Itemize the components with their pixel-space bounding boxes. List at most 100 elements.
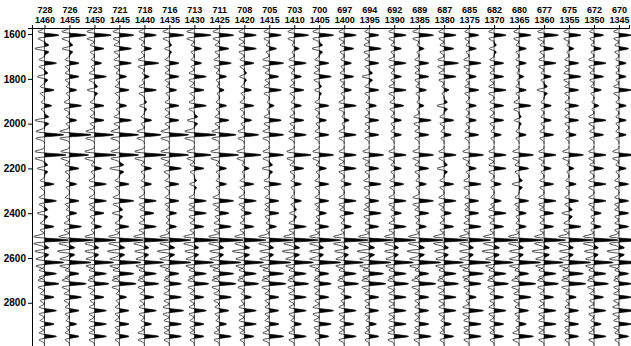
- wiggle-fill: [244, 254, 263, 272]
- wiggle-line: [567, 159, 574, 177]
- wiggle-line: [391, 40, 401, 58]
- wiggle-line: [589, 302, 606, 320]
- wiggle-fill: [269, 315, 279, 333]
- wiggle-line: [310, 231, 341, 249]
- wiggle-fill: [294, 265, 306, 283]
- wiggle-line: [66, 111, 76, 129]
- wiggle-fill: [594, 146, 606, 164]
- wiggle-fill: [169, 254, 191, 272]
- wiggle-line: [315, 288, 329, 306]
- wiggle-fill: [544, 275, 558, 293]
- wiggle-fill: [244, 54, 254, 72]
- wiggle-line: [415, 68, 429, 86]
- wiggle-line: [113, 28, 134, 44]
- tick-mark: [94, 25, 95, 28]
- x-tick: 1345: [609, 15, 629, 28]
- wiggle-fill: [269, 97, 274, 115]
- wiggle-fill: [144, 68, 149, 86]
- wiggle-fill: [344, 192, 356, 210]
- wiggle-fill: [94, 327, 106, 345]
- wiggle-fill: [119, 288, 126, 306]
- wiggle-line: [439, 302, 456, 320]
- wiggle-line: [615, 40, 629, 58]
- y-tick: 2200: [4, 163, 32, 174]
- wiggle-fill: [219, 275, 236, 293]
- cdp-label: 697: [337, 5, 352, 15]
- wiggle-line: [615, 192, 629, 210]
- wiggle-line: [439, 265, 456, 283]
- tick-mark: [28, 79, 32, 80]
- wiggle-fill: [94, 315, 106, 333]
- wiggle-fill: [144, 231, 168, 249]
- wiggle-fill: [469, 275, 481, 293]
- wiggle-line: [616, 97, 626, 115]
- wiggle-line: [466, 40, 476, 58]
- wiggle-line: [241, 204, 251, 222]
- wiggle-line: [190, 159, 204, 177]
- wiggle-line: [263, 327, 284, 345]
- wiggle-fill: [344, 40, 354, 58]
- wiggle-fill: [594, 315, 601, 333]
- wiggle-fill: [119, 97, 126, 115]
- wiggle-line: [66, 204, 76, 222]
- wiggle-line: [89, 315, 106, 333]
- wiggle-line: [540, 288, 554, 306]
- wiggle-fill: [544, 97, 551, 115]
- wiggle-line: [213, 192, 234, 210]
- wiggle-line: [40, 175, 54, 193]
- wiggle-fill: [494, 204, 506, 222]
- wiggle-fill: [444, 302, 456, 320]
- wiggle-fill: [569, 40, 574, 58]
- wiggle-fill: [569, 54, 579, 72]
- wiggle-line: [314, 81, 321, 99]
- wiggle-fill: [319, 159, 326, 177]
- wiggle-line: [513, 327, 534, 345]
- wiggle-line: [466, 159, 476, 177]
- wiggle-fill: [219, 68, 226, 86]
- wiggle-line: [313, 302, 334, 320]
- wiggle-line: [366, 97, 376, 115]
- wiggle-fill: [369, 275, 386, 293]
- wiggle-fill: [419, 146, 433, 164]
- wiggle-fill: [619, 265, 629, 283]
- wiggle-fill: [519, 159, 529, 177]
- wiggle-fill: [94, 175, 106, 193]
- wiggle-fill: [344, 111, 349, 129]
- tick-label: 1390: [385, 15, 405, 25]
- cdp-label: 689: [412, 5, 427, 15]
- wiggle-line: [464, 327, 481, 345]
- wiggle-fill: [394, 81, 406, 99]
- wiggle-line: [215, 302, 229, 320]
- wiggle-fill: [219, 288, 231, 306]
- wiggle-line: [291, 192, 301, 210]
- wiggle-line: [266, 218, 276, 236]
- wiggle-line: [339, 302, 356, 320]
- wiggle-line: [238, 126, 259, 144]
- wiggle-line: [514, 288, 531, 306]
- wiggle-line: [37, 204, 47, 222]
- cdp-label: 694: [362, 5, 377, 15]
- wiggle-fill: [244, 218, 254, 236]
- wiggle-line: [614, 28, 631, 44]
- wiggle-line: [240, 327, 254, 345]
- wiggle-fill: [394, 231, 416, 249]
- x-tick: 1455: [60, 15, 80, 28]
- wiggle-fill: [419, 315, 429, 333]
- cdp-tick: 703: [287, 5, 302, 15]
- cdp-label: 728: [37, 5, 52, 15]
- wiggle-line: [365, 54, 379, 72]
- wiggle-fill: [469, 175, 481, 193]
- wiggle-line: [540, 175, 554, 193]
- wiggle-line: [490, 218, 504, 236]
- wiggle-fill: [269, 54, 283, 72]
- wiggle-line: [113, 265, 134, 283]
- wiggle-fill: [269, 175, 281, 193]
- wiggle-fill: [319, 111, 326, 129]
- wiggle-line: [236, 254, 264, 272]
- cdp-label: 711: [213, 5, 228, 15]
- wiggle-fill: [344, 254, 363, 272]
- wiggle-fill: [594, 265, 606, 283]
- wiggle-fill: [119, 218, 129, 236]
- wiggle-line: [615, 175, 629, 193]
- wiggle-line: [590, 288, 604, 306]
